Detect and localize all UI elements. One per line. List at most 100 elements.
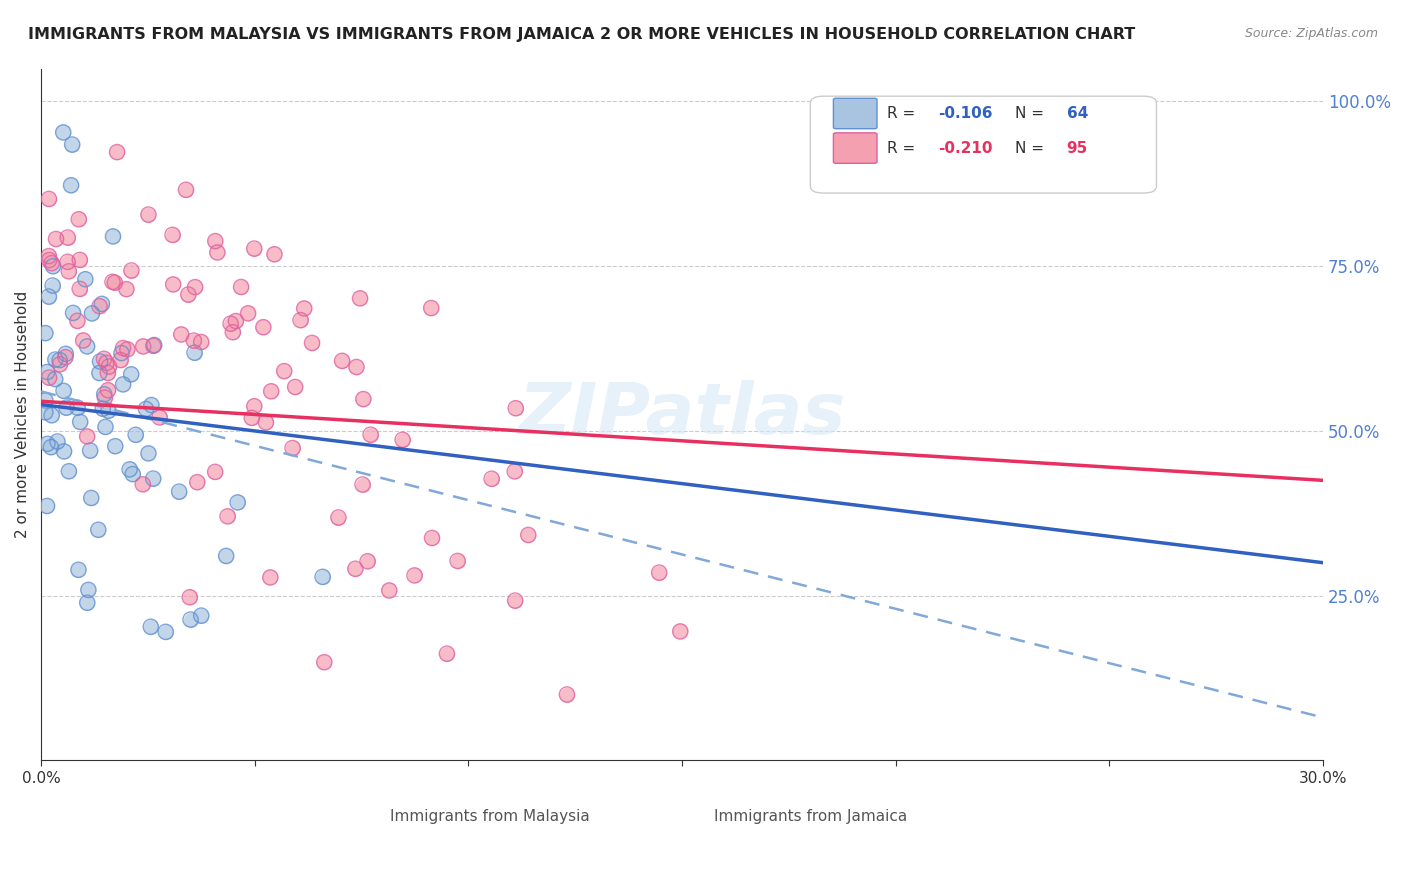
Point [44, 372, 66, 386]
Point [301, 335, 323, 350]
Point [142, 472, 165, 486]
Point [328, 510, 350, 524]
Point [183, 345, 205, 359]
Point [34, 405, 56, 419]
Point [90, 297, 112, 311]
Point [142, 339, 165, 353]
Point [97, 383, 120, 397]
Point [52, 384, 75, 398]
Point [219, 317, 242, 331]
Point [38, 192, 60, 206]
Point [143, 338, 166, 352]
Point [56, 230, 79, 244]
Point [38, 253, 60, 268]
Point [98, 359, 121, 374]
Point [94, 420, 117, 434]
Point [110, 353, 132, 368]
Point [66, 314, 89, 328]
Point [55, 347, 77, 361]
Point [67, 563, 90, 577]
Point [503, 593, 526, 607]
Point [648, 566, 671, 580]
Point [87, 523, 110, 537]
Point [404, 568, 426, 582]
Point [76, 596, 98, 610]
Point [67, 563, 90, 577]
Point [55, 347, 77, 361]
Point [263, 247, 285, 261]
Point [222, 325, 245, 339]
Point [446, 554, 468, 568]
Point [76, 339, 98, 353]
Point [215, 549, 238, 563]
Point [378, 583, 401, 598]
Point [240, 410, 263, 425]
Point [183, 345, 205, 359]
Point [112, 377, 135, 392]
Point [110, 346, 132, 360]
Point [243, 399, 266, 413]
Point [55, 401, 77, 415]
Text: N =: N = [1015, 106, 1049, 121]
Point [90, 297, 112, 311]
Point [229, 280, 252, 294]
Point [260, 384, 283, 399]
Point [97, 383, 120, 397]
Point [118, 462, 141, 476]
Point [91, 401, 114, 416]
Point [669, 624, 692, 639]
Point [263, 247, 285, 261]
Point [290, 313, 312, 327]
Point [284, 380, 307, 394]
Point [76, 429, 98, 443]
Point [503, 464, 526, 478]
Point [346, 359, 368, 374]
Point [101, 229, 124, 244]
Point [344, 562, 367, 576]
Point [177, 287, 200, 301]
Point [190, 334, 212, 349]
Point [62, 306, 84, 320]
Text: IMMIGRANTS FROM MALAYSIA VS IMMIGRANTS FROM JAMAICA 2 OR MORE VEHICLES IN HOUSEH: IMMIGRANTS FROM MALAYSIA VS IMMIGRANTS F… [28, 27, 1136, 42]
Point [97, 366, 120, 380]
Point [37, 365, 59, 379]
Point [69, 415, 91, 429]
Point [67, 212, 90, 227]
Point [135, 401, 157, 416]
Point [481, 472, 503, 486]
Point [190, 608, 212, 623]
Point [37, 437, 59, 451]
Point [37, 437, 59, 451]
Point [66, 314, 89, 328]
Point [87, 523, 110, 537]
Text: ZIPatlas: ZIPatlas [519, 380, 846, 449]
Point [391, 433, 413, 447]
Point [186, 475, 208, 490]
Point [115, 282, 138, 296]
Text: Immigrants from Malaysia: Immigrants from Malaysia [389, 809, 589, 824]
Point [45, 232, 67, 246]
Point [38, 370, 60, 384]
Text: -0.210: -0.210 [939, 141, 993, 155]
Text: R =: R = [887, 106, 921, 121]
Point [38, 192, 60, 206]
Point [143, 338, 166, 352]
Point [243, 242, 266, 256]
Point [56, 230, 79, 244]
Point [243, 242, 266, 256]
Point [273, 364, 295, 378]
Point [360, 427, 382, 442]
Point [420, 301, 443, 315]
Point [162, 277, 184, 292]
Point [132, 339, 155, 353]
Point [48, 353, 70, 368]
Point [110, 353, 132, 368]
Point [101, 275, 124, 289]
Point [292, 301, 315, 316]
Point [101, 275, 124, 289]
Point [243, 399, 266, 413]
Point [46, 434, 69, 449]
Point [39, 440, 62, 454]
Point [481, 472, 503, 486]
Point [420, 531, 443, 545]
